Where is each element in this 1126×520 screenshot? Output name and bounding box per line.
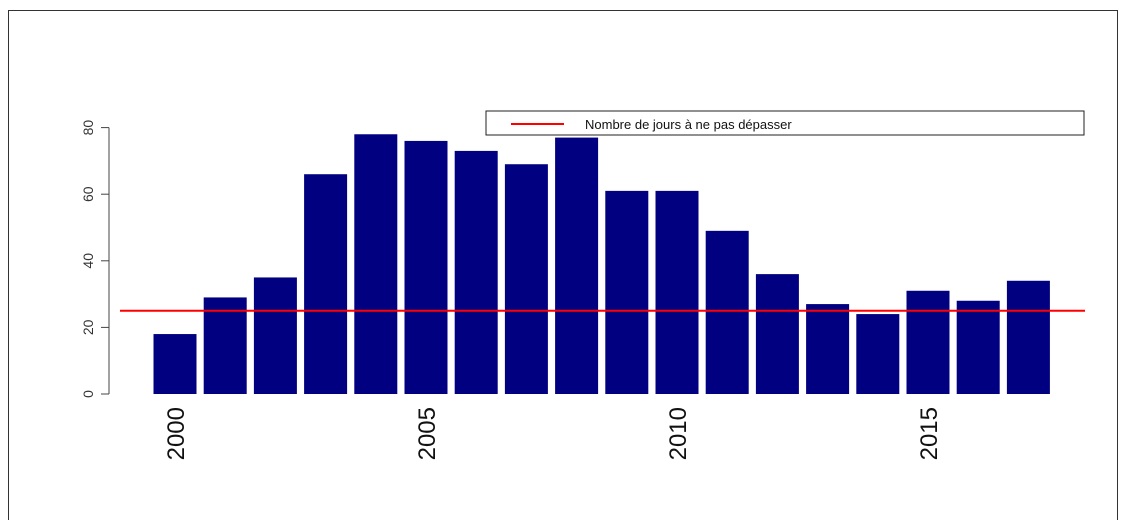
bar-2013: [806, 304, 850, 394]
x-tick-label-2010: 2010: [665, 407, 692, 460]
bar-2008: [555, 137, 599, 394]
bar-2012: [755, 274, 799, 394]
x-tick-label-2015: 2015: [916, 407, 943, 460]
bar-2010: [655, 190, 699, 394]
bar-2016: [956, 300, 1000, 394]
y-tick-label-60: 60: [80, 186, 96, 202]
bar-2006: [454, 150, 498, 394]
bar-2015: [906, 290, 950, 394]
bar-2002: [253, 277, 297, 394]
x-tick-label-2005: 2005: [414, 407, 441, 460]
bar-2001: [203, 297, 247, 394]
y-tick-label-0: 0: [80, 390, 96, 398]
bar-2005: [404, 140, 448, 394]
x-axis: 2000 2005 2010 2015: [163, 407, 943, 460]
y-axis: 0 20 40 60 80: [80, 120, 110, 398]
y-tick-label-20: 20: [80, 319, 96, 335]
bar-2014: [856, 314, 900, 394]
legend: Nombre de jours à ne pas dépasser: [485, 110, 1085, 136]
bar-2000: [153, 334, 197, 394]
y-tick-label-40: 40: [80, 253, 96, 269]
bar-2011: [705, 230, 749, 394]
bar-2017: [1006, 280, 1050, 394]
x-tick-label-2000: 2000: [163, 407, 190, 460]
bar-2004: [354, 134, 398, 394]
bar-2009: [605, 190, 649, 394]
y-tick-label-80: 80: [80, 120, 96, 136]
bar-2003: [304, 174, 348, 394]
legend-box: [485, 110, 1085, 136]
bars-group: [153, 134, 1050, 394]
legend-label: Nombre de jours à ne pas dépasser: [585, 117, 792, 132]
bar-2007: [504, 164, 548, 394]
